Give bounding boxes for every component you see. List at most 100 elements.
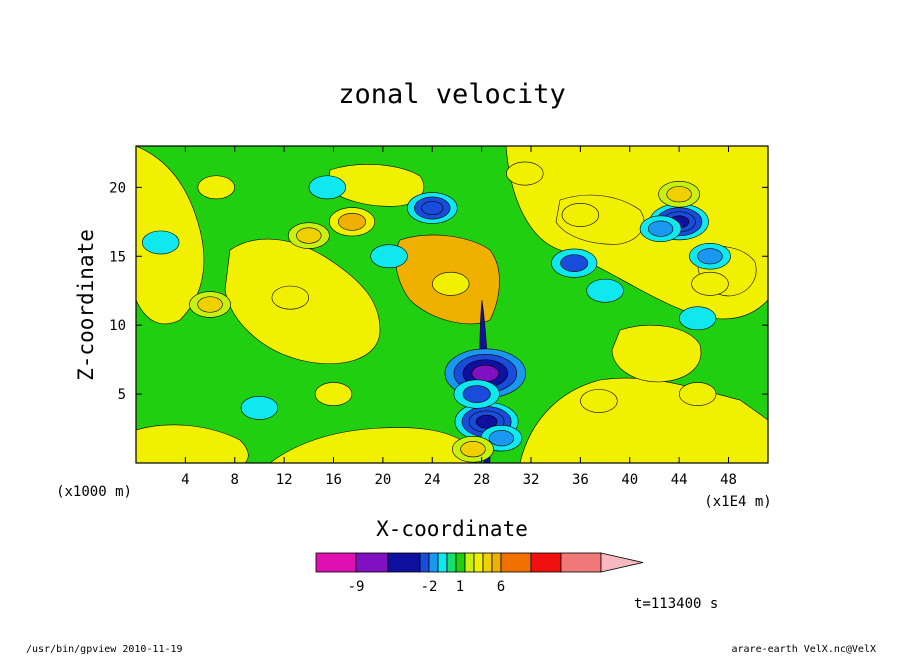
feature-28 — [197, 175, 235, 200]
feature-27-ring-0 — [506, 161, 544, 186]
feature-21 — [561, 203, 600, 227]
y-axis-ticks: 5 10 15 20 — [109, 180, 768, 403]
feature-7 — [689, 243, 731, 270]
feature-20-ring-0 — [432, 271, 470, 296]
feature-21-ring-0 — [561, 203, 600, 227]
feature-24-ring-0 — [678, 382, 717, 406]
colorbar-bin-0 — [315, 552, 357, 573]
feature-25-ring-0 — [580, 389, 618, 413]
plot-area — [135, 145, 769, 464]
feature-9-ring-0 — [586, 278, 624, 303]
colorbar-bin-11 — [491, 552, 502, 573]
x-tick-label-6: 28 — [473, 472, 490, 488]
feature-13 — [370, 244, 408, 269]
feature-18-ring-1 — [197, 296, 223, 313]
y-tick-label-3: 20 — [109, 180, 126, 196]
feature-3-ring-1 — [488, 430, 515, 447]
colorbar-bin-8 — [464, 552, 475, 573]
feature-18 — [189, 291, 231, 318]
feature-6-ring-1 — [647, 220, 674, 237]
colorbar-bin-12 — [500, 552, 532, 573]
feature-2 — [453, 379, 500, 409]
colorbar-bin-4 — [428, 552, 439, 573]
feature-7-ring-1 — [697, 248, 723, 265]
feature-23 — [691, 271, 729, 296]
feature-26-ring-0 — [314, 382, 353, 406]
feature-2-ring-1 — [462, 385, 491, 403]
x-tick-label-3: 16 — [325, 472, 342, 488]
x-tick-label-4: 20 — [374, 472, 391, 488]
footer-right: arare-earth_VelX.nc@VelX — [732, 644, 877, 654]
x-tick-label-9: 40 — [621, 472, 638, 488]
colorbar-bin-3 — [419, 552, 430, 573]
x-tick-label-0: 4 — [181, 472, 189, 488]
feature-11-ring-2 — [421, 201, 444, 215]
x-tick-label-8: 36 — [572, 472, 589, 488]
feature-9 — [586, 278, 624, 303]
colorbar-bin-7 — [455, 552, 466, 573]
feature-20 — [432, 271, 470, 296]
feature-0-ring-3 — [471, 364, 500, 382]
colorbar-bin-5 — [437, 552, 448, 573]
region-6 — [136, 424, 249, 463]
feature-6 — [639, 215, 682, 242]
y-tick-label-0: 5 — [118, 387, 126, 403]
feature-17-ring-1 — [296, 227, 322, 244]
x-axis-label: X-coordinate — [376, 517, 528, 541]
feature-16 — [328, 207, 376, 237]
feature-28-ring-0 — [197, 175, 235, 200]
colorbar-bin-9 — [473, 552, 484, 573]
feature-8 — [551, 248, 598, 278]
y-unit-label: (x1000 m) — [56, 484, 132, 500]
feature-17 — [287, 222, 330, 249]
feature-24 — [678, 382, 717, 406]
feature-14 — [240, 395, 279, 420]
feature-13-ring-0 — [370, 244, 408, 269]
colorbar-labels: -9 -2 1 6 — [348, 579, 506, 595]
colorbar-bin-2 — [387, 552, 421, 573]
colorbar-bin-10 — [482, 552, 493, 573]
x-tick-label-10: 44 — [671, 472, 688, 488]
feature-4-ring-1 — [460, 441, 486, 458]
feature-22 — [658, 181, 701, 208]
colorbar-bin-6 — [446, 552, 457, 573]
colorbar-label-1: -2 — [421, 579, 438, 595]
feature-10 — [678, 306, 717, 331]
feature-19-ring-0 — [271, 285, 309, 310]
feature-16-ring-1 — [338, 212, 366, 231]
colorbar-arrow — [600, 552, 644, 573]
feature-19 — [271, 285, 309, 310]
feature-15-ring-0 — [141, 230, 180, 255]
region-8 — [611, 324, 702, 383]
contour-field — [136, 146, 768, 463]
feature-11 — [406, 192, 458, 224]
plot-frame — [135, 145, 769, 464]
colorbar-label-0: -9 — [348, 579, 365, 595]
feature-22-ring-1 — [666, 186, 692, 203]
colorbar-bin-1 — [355, 552, 389, 573]
feature-12-ring-0 — [308, 175, 347, 200]
feature-8-ring-1 — [560, 254, 589, 272]
time-label: t=113400 s — [634, 596, 718, 612]
colorbar — [315, 552, 644, 573]
feature-4 — [452, 436, 494, 463]
chart-title: zonal velocity — [338, 79, 566, 110]
feature-1-ring-3 — [475, 414, 498, 429]
feature-12 — [308, 175, 347, 200]
x-tick-label-5: 24 — [424, 472, 441, 488]
feature-25 — [580, 389, 618, 413]
feature-23-ring-0 — [691, 271, 729, 296]
colorbar-bin-14 — [560, 552, 602, 573]
feature-15 — [141, 230, 180, 255]
x-tick-label-11: 48 — [720, 472, 737, 488]
x-tick-label-7: 32 — [523, 472, 540, 488]
x-axis-ticks: 4 8 12 16 20 24 28 32 36 40 44 48 — [181, 146, 737, 488]
x-tick-label-2: 12 — [276, 472, 293, 488]
feature-26 — [314, 382, 353, 406]
x-tick-label-1: 8 — [231, 472, 239, 488]
x-unit-label: (x1E4 m) — [704, 494, 771, 510]
feature-27 — [506, 161, 544, 186]
colorbar-bin-13 — [530, 552, 562, 573]
footer-left: /usr/bin/gpview 2010-11-19 — [26, 644, 183, 654]
